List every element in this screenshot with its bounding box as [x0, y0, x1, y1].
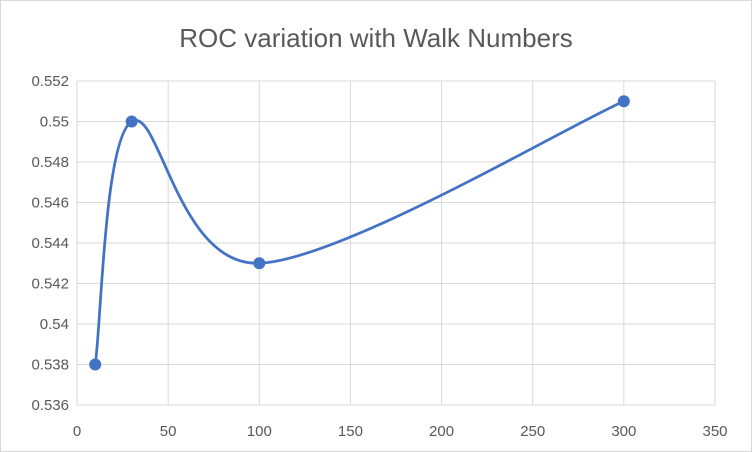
- y-tick-label: 0.546: [31, 195, 69, 212]
- chart-title: ROC variation with Walk Numbers: [179, 23, 573, 53]
- axes: 0.536 0.538 0.54 0.542 0.544 0.546 0.548 0.55 0.…: [31, 73, 727, 440]
- x-tick-label: 350: [702, 423, 727, 440]
- x-tick-label: 0: [73, 423, 81, 440]
- series-line: [93, 99, 626, 366]
- y-tick-label: 0.544: [31, 235, 69, 252]
- data-point: [89, 358, 102, 371]
- series-layer: [89, 95, 630, 371]
- x-tick-label: 200: [429, 423, 454, 440]
- data-point: [125, 115, 138, 128]
- y-tick-label: 0.536: [31, 397, 69, 414]
- gridlines: [76, 80, 716, 406]
- y-tick-label: 0.552: [31, 73, 69, 90]
- y-tick-label: 0.54: [40, 316, 69, 333]
- data-point: [617, 95, 630, 108]
- data-point: [253, 257, 266, 270]
- x-tick-label: 150: [338, 423, 363, 440]
- y-tick-label: 0.538: [31, 357, 69, 374]
- x-tick-label: 250: [520, 423, 545, 440]
- y-tick-label: 0.542: [31, 276, 69, 293]
- y-tick-label: 0.548: [31, 154, 69, 171]
- x-tick-label: 50: [160, 423, 177, 440]
- x-tick-label: 300: [611, 423, 636, 440]
- y-tick-label: 0.55: [40, 114, 69, 131]
- x-tick-label: 100: [247, 423, 272, 440]
